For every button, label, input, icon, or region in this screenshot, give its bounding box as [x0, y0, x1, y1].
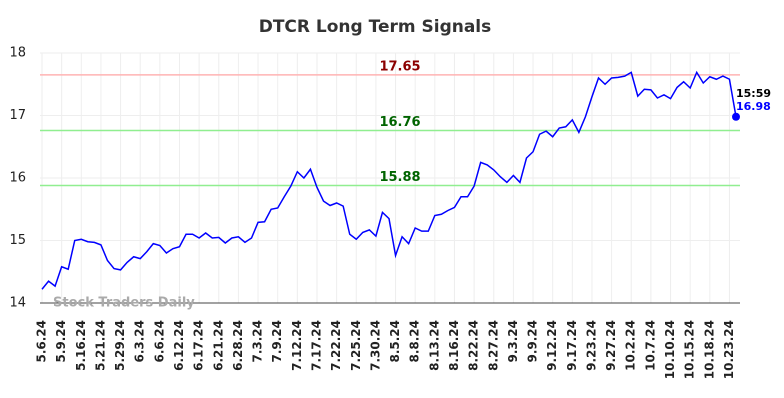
x-tick-label: 7.30.24	[368, 320, 382, 371]
x-tick-label: 9.27.24	[604, 320, 618, 371]
chart-title: DTCR Long Term Signals	[259, 17, 492, 37]
x-tick-label: 6.28.24	[231, 320, 245, 371]
watermark: Stock Traders Daily	[53, 296, 195, 311]
x-tick-label: 6.6.24	[152, 320, 166, 363]
x-tick-label: 7.9.24	[270, 320, 284, 363]
signal-label: 16.76	[379, 115, 420, 130]
x-tick-label: 6.12.24	[172, 320, 186, 371]
x-tick-label: 9.23.24	[584, 320, 598, 371]
y-tick-label: 17	[9, 108, 26, 123]
y-tick-label: 15	[9, 233, 26, 248]
x-tick-label: 8.5.24	[388, 320, 402, 363]
last-point	[732, 112, 740, 121]
x-tick-label: 9.17.24	[565, 320, 579, 371]
x-tick-label: 10.23.24	[722, 320, 736, 379]
x-tick-label: 10.7.24	[643, 320, 657, 371]
x-tick-label: 5.9.24	[54, 320, 68, 363]
y-tick-label: 16	[9, 171, 26, 186]
x-tick-label: 6.3.24	[133, 320, 147, 363]
x-tick-label: 8.22.24	[467, 320, 481, 371]
x-tick-label: 5.29.24	[113, 320, 127, 371]
signal-label: 15.88	[379, 170, 420, 185]
x-tick-label: 9.3.24	[506, 320, 520, 363]
price-line	[41, 70, 737, 290]
x-tick-label: 7.3.24	[251, 320, 265, 363]
x-tick-label: 9.12.24	[545, 320, 559, 371]
x-tick-label: 5.6.24	[35, 320, 49, 363]
x-tick-label: 10.18.24	[702, 320, 716, 379]
x-tick-label: 7.12.24	[290, 320, 304, 371]
x-tick-label: 8.8.24	[408, 320, 422, 363]
x-tick-label: 5.21.24	[93, 320, 107, 371]
y-tick-label: 14	[9, 296, 26, 311]
x-tick-label: 8.16.24	[447, 320, 461, 371]
x-tick-label: 10.15.24	[683, 320, 697, 379]
y-tick-label: 18	[9, 46, 26, 61]
x-tick-label: 8.27.24	[486, 320, 500, 371]
x-tick-label: 8.13.24	[427, 320, 441, 371]
x-tick-label: 9.9.24	[526, 320, 540, 363]
last-time: 15:59	[736, 87, 771, 100]
x-tick-label: 7.22.24	[329, 320, 343, 371]
x-tick-label: 5.16.24	[74, 320, 88, 371]
x-tick-label: 10.2.24	[624, 320, 638, 371]
x-tick-label: 7.17.24	[309, 320, 323, 371]
x-tick-label: 6.17.24	[192, 320, 206, 371]
x-tick-label: 7.25.24	[349, 320, 363, 371]
x-tick-label: 6.21.24	[211, 320, 225, 371]
last-value: 16.98	[736, 100, 771, 113]
signal-label: 17.65	[379, 59, 420, 74]
x-tick-label: 10.10.24	[663, 320, 677, 379]
